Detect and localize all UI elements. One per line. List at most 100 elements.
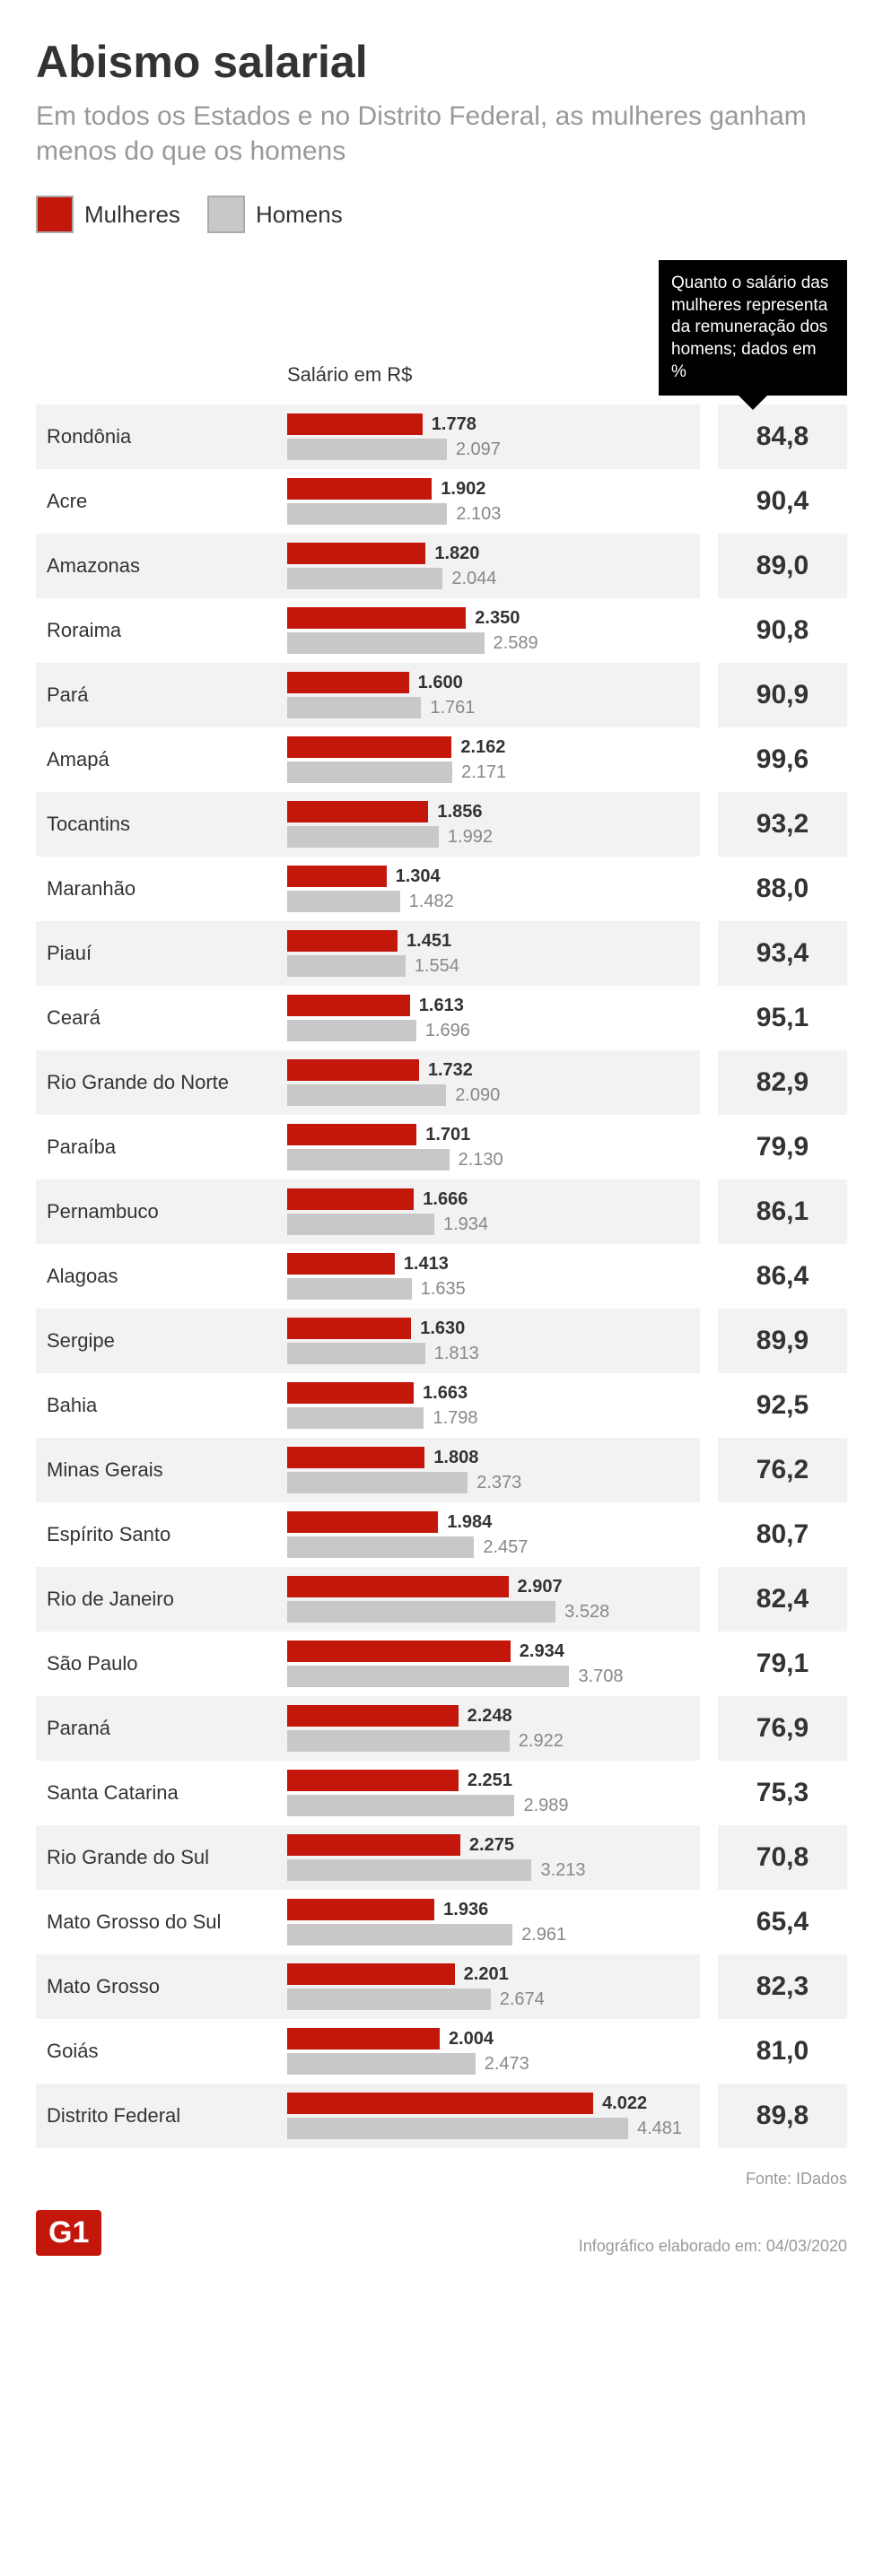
table-row: São Paulo2.9343.70879,1 (36, 1632, 847, 1696)
men-value: 2.097 (456, 439, 501, 460)
table-row: Espírito Santo1.9842.45780,7 (36, 1502, 847, 1567)
pct-value: 93,4 (713, 921, 847, 986)
legend: Mulheres Homens (36, 196, 847, 233)
men-value: 2.989 (523, 1796, 568, 1816)
pct-value: 89,0 (713, 534, 847, 598)
men-value: 3.213 (540, 1860, 585, 1881)
women-value: 1.413 (404, 1254, 449, 1275)
pct-value: 80,7 (713, 1502, 847, 1567)
women-value: 1.600 (418, 673, 463, 693)
header-row: Salário em R$ Quanto o salário das mulhe… (36, 260, 847, 396)
bars-cell: 2.0042.473 (287, 2019, 700, 2084)
table-row: Amazonas1.8202.04489,0 (36, 534, 847, 598)
men-bar (287, 826, 439, 848)
table-row: Goiás2.0042.47381,0 (36, 2019, 847, 2084)
women-value: 4.022 (602, 2093, 647, 2114)
state-label: Rio Grande do Norte (36, 1050, 287, 1115)
pct-value: 76,2 (713, 1438, 847, 1502)
men-bar (287, 1278, 412, 1300)
table-row: Santa Catarina2.2512.98975,3 (36, 1761, 847, 1825)
men-bar (287, 439, 447, 460)
men-value: 2.589 (494, 633, 538, 654)
pct-value: 86,4 (713, 1244, 847, 1309)
bars-cell: 4.0224.481 (287, 2084, 700, 2148)
bars-cell: 2.275 3.213 (287, 1825, 700, 1890)
women-value: 2.162 (460, 737, 505, 758)
bars-cell: 1.9842.457 (287, 1502, 700, 1567)
bars-cell: 2.2482.922 (287, 1696, 700, 1761)
women-bar (287, 2093, 593, 2114)
women-value: 2.350 (475, 608, 520, 629)
men-value: 3.528 (564, 1602, 609, 1623)
table-row: Mato Grosso do Sul1.9362.96165,4 (36, 1890, 847, 1954)
bars-cell: 1.7782.097 (287, 405, 700, 469)
table-row: Rio Grande do Sul2.2753.21370,8 (36, 1825, 847, 1890)
women-bar (287, 866, 387, 887)
men-bar (287, 1084, 446, 1106)
men-bar (287, 1989, 491, 2010)
bars-cell: 1.8082.373 (287, 1438, 700, 1502)
pct-value: 99,6 (713, 727, 847, 792)
table-row: Mato Grosso2.2012.67482,3 (36, 1954, 847, 2019)
state-label: Bahia (36, 1373, 287, 1438)
men-bar (287, 955, 406, 977)
table-row: Bahia1.6631.79892,5 (36, 1373, 847, 1438)
bars-cell: 2.1622.171 (287, 727, 700, 792)
pct-value: 95,1 (713, 986, 847, 1050)
bars-cell: 1.9362.961 (287, 1890, 700, 1954)
women-bar (287, 1382, 414, 1404)
women-bar (287, 1124, 416, 1145)
pct-value: 79,1 (713, 1632, 847, 1696)
women-value: 1.732 (428, 1060, 473, 1081)
women-bar (287, 1899, 434, 1920)
table-row: Tocantins1.8561.99293,2 (36, 792, 847, 857)
women-value: 2.248 (468, 1706, 512, 1727)
women-value: 2.275 (469, 1835, 514, 1856)
bars-cell: 2.9343.708 (287, 1632, 700, 1696)
bars-cell: 1.6131.696 (287, 986, 700, 1050)
pct-value: 65,4 (713, 1890, 847, 1954)
table-row: Distrito Federal4.0224.48189,8 (36, 2084, 847, 2148)
men-value: 2.044 (451, 569, 496, 589)
pct-value: 86,1 (713, 1179, 847, 1244)
pct-value: 84,8 (713, 405, 847, 469)
bars-cell: 1.4511.554 (287, 921, 700, 986)
women-bar (287, 801, 428, 822)
women-bar (287, 1511, 438, 1533)
men-bar (287, 2053, 476, 2075)
women-value: 1.701 (425, 1125, 470, 1145)
state-label: Sergipe (36, 1309, 287, 1373)
bars-cell: 2.2012.674 (287, 1954, 700, 2019)
women-bar (287, 543, 425, 564)
women-bar (287, 1318, 411, 1339)
men-value: 1.992 (448, 827, 493, 848)
men-bar (287, 1859, 531, 1881)
men-bar (287, 1149, 450, 1171)
table-row: Alagoas 1.413 1.635 86,4 (36, 1244, 847, 1309)
men-value: 1.798 (433, 1408, 477, 1429)
table-row: Pará1.6001.76190,9 (36, 663, 847, 727)
men-bar (287, 1407, 424, 1429)
pct-value: 90,8 (713, 598, 847, 663)
pct-value: 89,8 (713, 2084, 847, 2148)
men-value: 2.130 (459, 1150, 503, 1171)
women-value: 1.630 (420, 1318, 465, 1339)
table-row: Rio de Janeiro2.9073.52882,4 (36, 1567, 847, 1632)
state-label: Amazonas (36, 534, 287, 598)
state-label: Maranhão (36, 857, 287, 921)
women-bar (287, 1834, 460, 1856)
state-label: Alagoas (36, 1244, 287, 1309)
bars-cell: 1.6001.761 (287, 663, 700, 727)
legend-item-women: Mulheres (36, 196, 180, 233)
women-bar (287, 478, 432, 500)
data-rows: Rondônia1.7782.09784,8Acre1.9022.10390,4… (36, 405, 847, 2148)
women-bar (287, 1705, 459, 1727)
women-value: 1.304 (396, 866, 441, 887)
table-row: Maranhão1.3041.48288,0 (36, 857, 847, 921)
men-bar (287, 1730, 510, 1752)
pct-value: 88,0 (713, 857, 847, 921)
men-value: 1.635 (421, 1279, 466, 1300)
pct-value: 92,5 (713, 1373, 847, 1438)
men-value: 2.473 (485, 2054, 529, 2075)
women-bar (287, 1576, 509, 1597)
